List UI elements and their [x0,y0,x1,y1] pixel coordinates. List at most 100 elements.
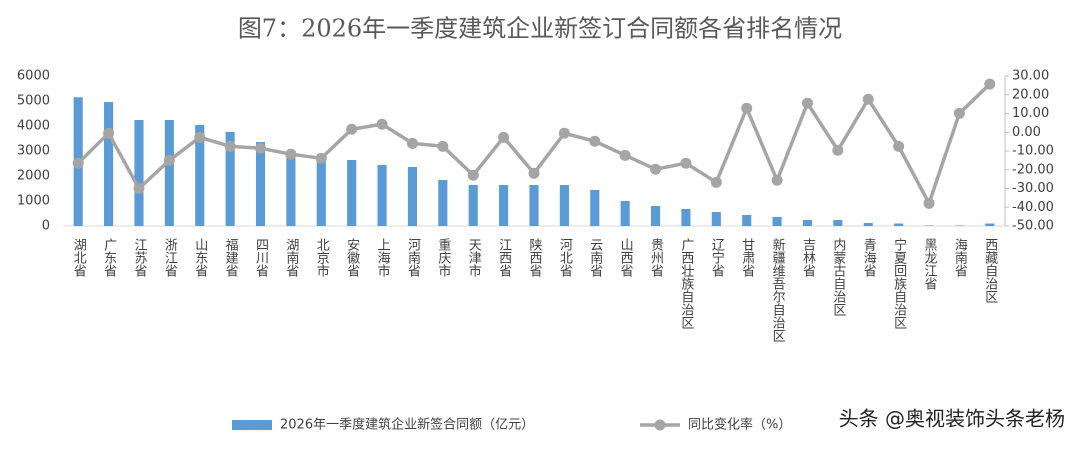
x-tick-label: 浙江省 [162,238,178,277]
x-tick-label: 湖北省 [71,238,87,277]
line-marker [953,107,965,119]
bar [833,220,843,226]
y2-tick-label: 10.00 [1012,106,1049,121]
x-tick-label: 青海省 [861,238,877,277]
line-marker [832,144,844,156]
line-marker [103,127,115,139]
line-marker [741,102,753,114]
x-tick-label: 山西省 [618,238,634,277]
line-marker [498,131,510,143]
y-tick-label: 1000 [17,194,50,209]
bar [529,185,539,226]
y2-tick-label: -10.00 [1012,144,1054,159]
line-marker [923,197,935,209]
bar [620,201,630,226]
x-tick-label: 内蒙古自治区 [830,237,846,316]
x-tick-label: 四川省 [253,238,269,277]
bar [985,223,995,226]
x-tick-label: 吉林省 [800,238,816,277]
x-tick-label: 安徽省 [344,238,360,277]
line-marker [893,140,905,152]
x-tick-label: 海南省 [952,238,968,277]
x-tick-label: 江苏省 [131,238,147,277]
legend-label: 同比变化率（%） [688,417,791,433]
x-tick-label: 河南省 [405,238,421,277]
line-marker [194,131,206,143]
legend-swatch [232,420,272,430]
line-marker [680,157,692,169]
line-marker [467,169,479,181]
line-marker [619,149,631,161]
bar [407,167,418,226]
line-marker [437,140,449,152]
bar [134,120,144,226]
line-marker [72,157,84,169]
y2-tick-label: -30.00 [1012,181,1054,196]
bar [711,212,721,226]
line-marker [376,118,388,130]
x-tick-label: 广西壮族自治区 [678,238,694,329]
chart-title: 图7：2026年一季度建筑企业新签订合同额各省排名情况 [238,15,842,43]
x-tick-label: 北京市 [314,238,330,277]
x-tick-label: 福建省 [223,238,239,277]
bar [650,206,661,226]
y2-tick-label: 20.00 [1012,87,1049,102]
line-marker [346,123,358,135]
x-tick-label: 贵州省 [648,238,664,277]
x-tick-label: 陕西省 [527,238,543,277]
y-tick-label: 2000 [17,169,50,184]
x-tick-label: 黑龙江省 [922,238,938,290]
x-tick-label: 河北省 [557,238,573,277]
bar [742,215,752,226]
y2-tick-label: -40.00 [1012,200,1054,215]
x-tick-label: 山东省 [192,238,208,277]
legend-label: 2026年一季度建筑企业新签合同额（亿元） [280,417,534,433]
x-tick-label: 甘肃省 [739,238,755,277]
legend-swatch [654,419,666,431]
bar [499,185,509,226]
bar [894,223,904,226]
y-tick-label: 5000 [17,94,50,109]
x-tick-label: 天津市 [466,238,482,277]
y2-tick-label: -20.00 [1012,162,1054,177]
line-marker [710,176,722,188]
bar [347,160,357,226]
bar [164,120,174,226]
line-marker [224,140,236,152]
line-marker [558,127,570,139]
line-marker [133,183,145,194]
bar [225,132,235,226]
x-tick-label: 新疆维吾尔自治区 [770,237,786,342]
x-tick-label: 西藏自治区 [982,238,998,303]
line-marker [650,163,662,175]
bar [802,220,813,226]
x-tick-label: 上海市 [375,238,391,277]
x-tick-label: 辽宁省 [709,238,725,277]
x-tick-label: 湖南省 [283,238,299,277]
y-tick-label: 4000 [17,119,50,134]
line-marker [315,152,327,164]
bar [772,217,782,226]
bar [954,225,964,226]
y2-tick-label: 0.00 [1012,125,1041,140]
y-tick-label: 3000 [17,144,50,159]
line-marker [285,148,297,160]
watermark: 头条 @奥视装饰头条老杨 [839,407,1065,431]
line-marker [163,154,175,166]
bar [590,190,600,226]
bar [924,225,934,226]
bar [316,158,326,226]
y-tick-label: 6000 [17,69,50,84]
x-tick-label: 江西省 [496,238,512,277]
x-tick-label: 宁夏回族自治区 [891,237,907,329]
y-tick-label: 0 [42,219,50,234]
line-marker [771,174,783,186]
bar [377,165,387,226]
bar [104,102,114,226]
x-tick-label: 云南省 [587,238,603,277]
line-marker [406,137,418,149]
bar [255,142,266,226]
y2-tick-label: -50.00 [1012,219,1054,234]
bar [559,185,569,226]
